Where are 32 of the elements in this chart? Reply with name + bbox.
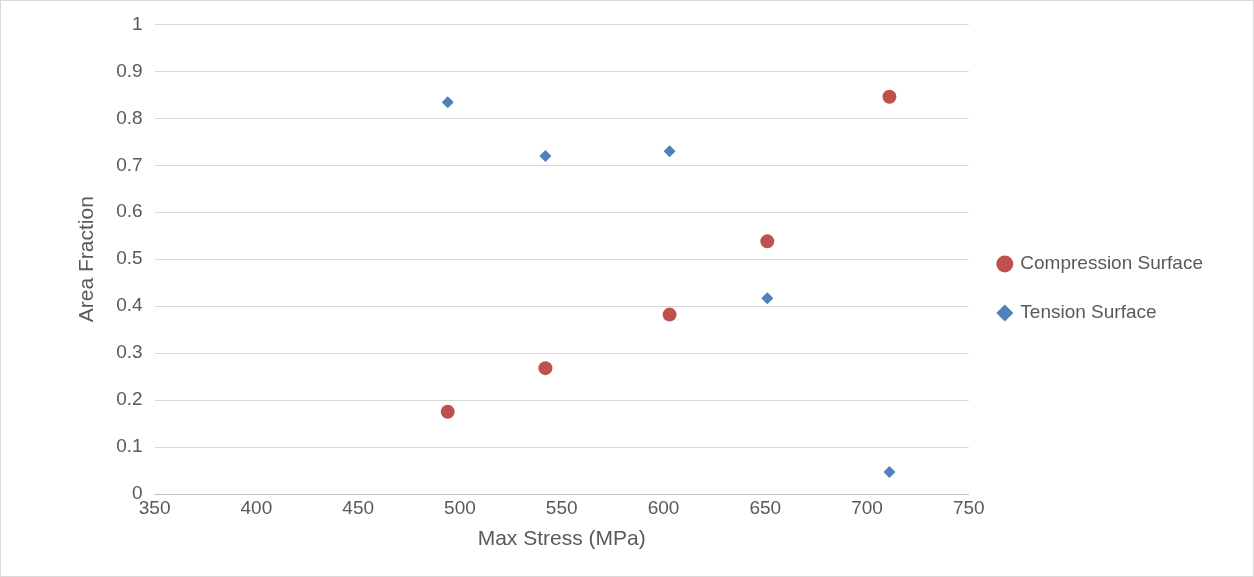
point: [761, 292, 774, 305]
y-tick-label: 0.1: [116, 435, 143, 457]
x-tick-label: 450: [342, 496, 375, 518]
y-tick-label: 0.3: [116, 341, 143, 363]
x-tick-label: 700: [851, 496, 883, 518]
point: [760, 234, 775, 249]
x-tick-label: 650: [749, 496, 782, 518]
y-tick-label: 0.8: [116, 106, 143, 128]
legend-label: Tension Surface: [1020, 301, 1157, 323]
x-tick-label: 750: [952, 496, 985, 518]
point: [883, 465, 896, 478]
point: [662, 307, 677, 322]
legend-label: Compression Surface: [1020, 252, 1204, 274]
point: [882, 89, 897, 104]
x-tick-label: 400: [240, 496, 273, 518]
y-tick-label: 0.7: [116, 153, 143, 175]
x-axis-title: Max Stress (MPa): [477, 526, 646, 550]
point: [539, 149, 552, 162]
point: [440, 404, 455, 419]
y-tick-label: 0.4: [116, 294, 144, 316]
y-tick-label: 0.5: [116, 247, 143, 269]
y-tick-label: 1: [132, 12, 143, 34]
y-tick-label: 0.6: [116, 200, 143, 222]
x-tick-label: 600: [647, 496, 680, 518]
y-axis-title: Area Fraction: [74, 196, 98, 323]
point: [663, 145, 676, 158]
x-tick-label: 500: [444, 496, 476, 518]
y-tick-label: 0.2: [116, 388, 143, 410]
y-tick-label: 0.9: [116, 59, 143, 81]
point: [441, 96, 454, 109]
point: [538, 361, 553, 376]
x-tick-label: 550: [545, 496, 578, 518]
